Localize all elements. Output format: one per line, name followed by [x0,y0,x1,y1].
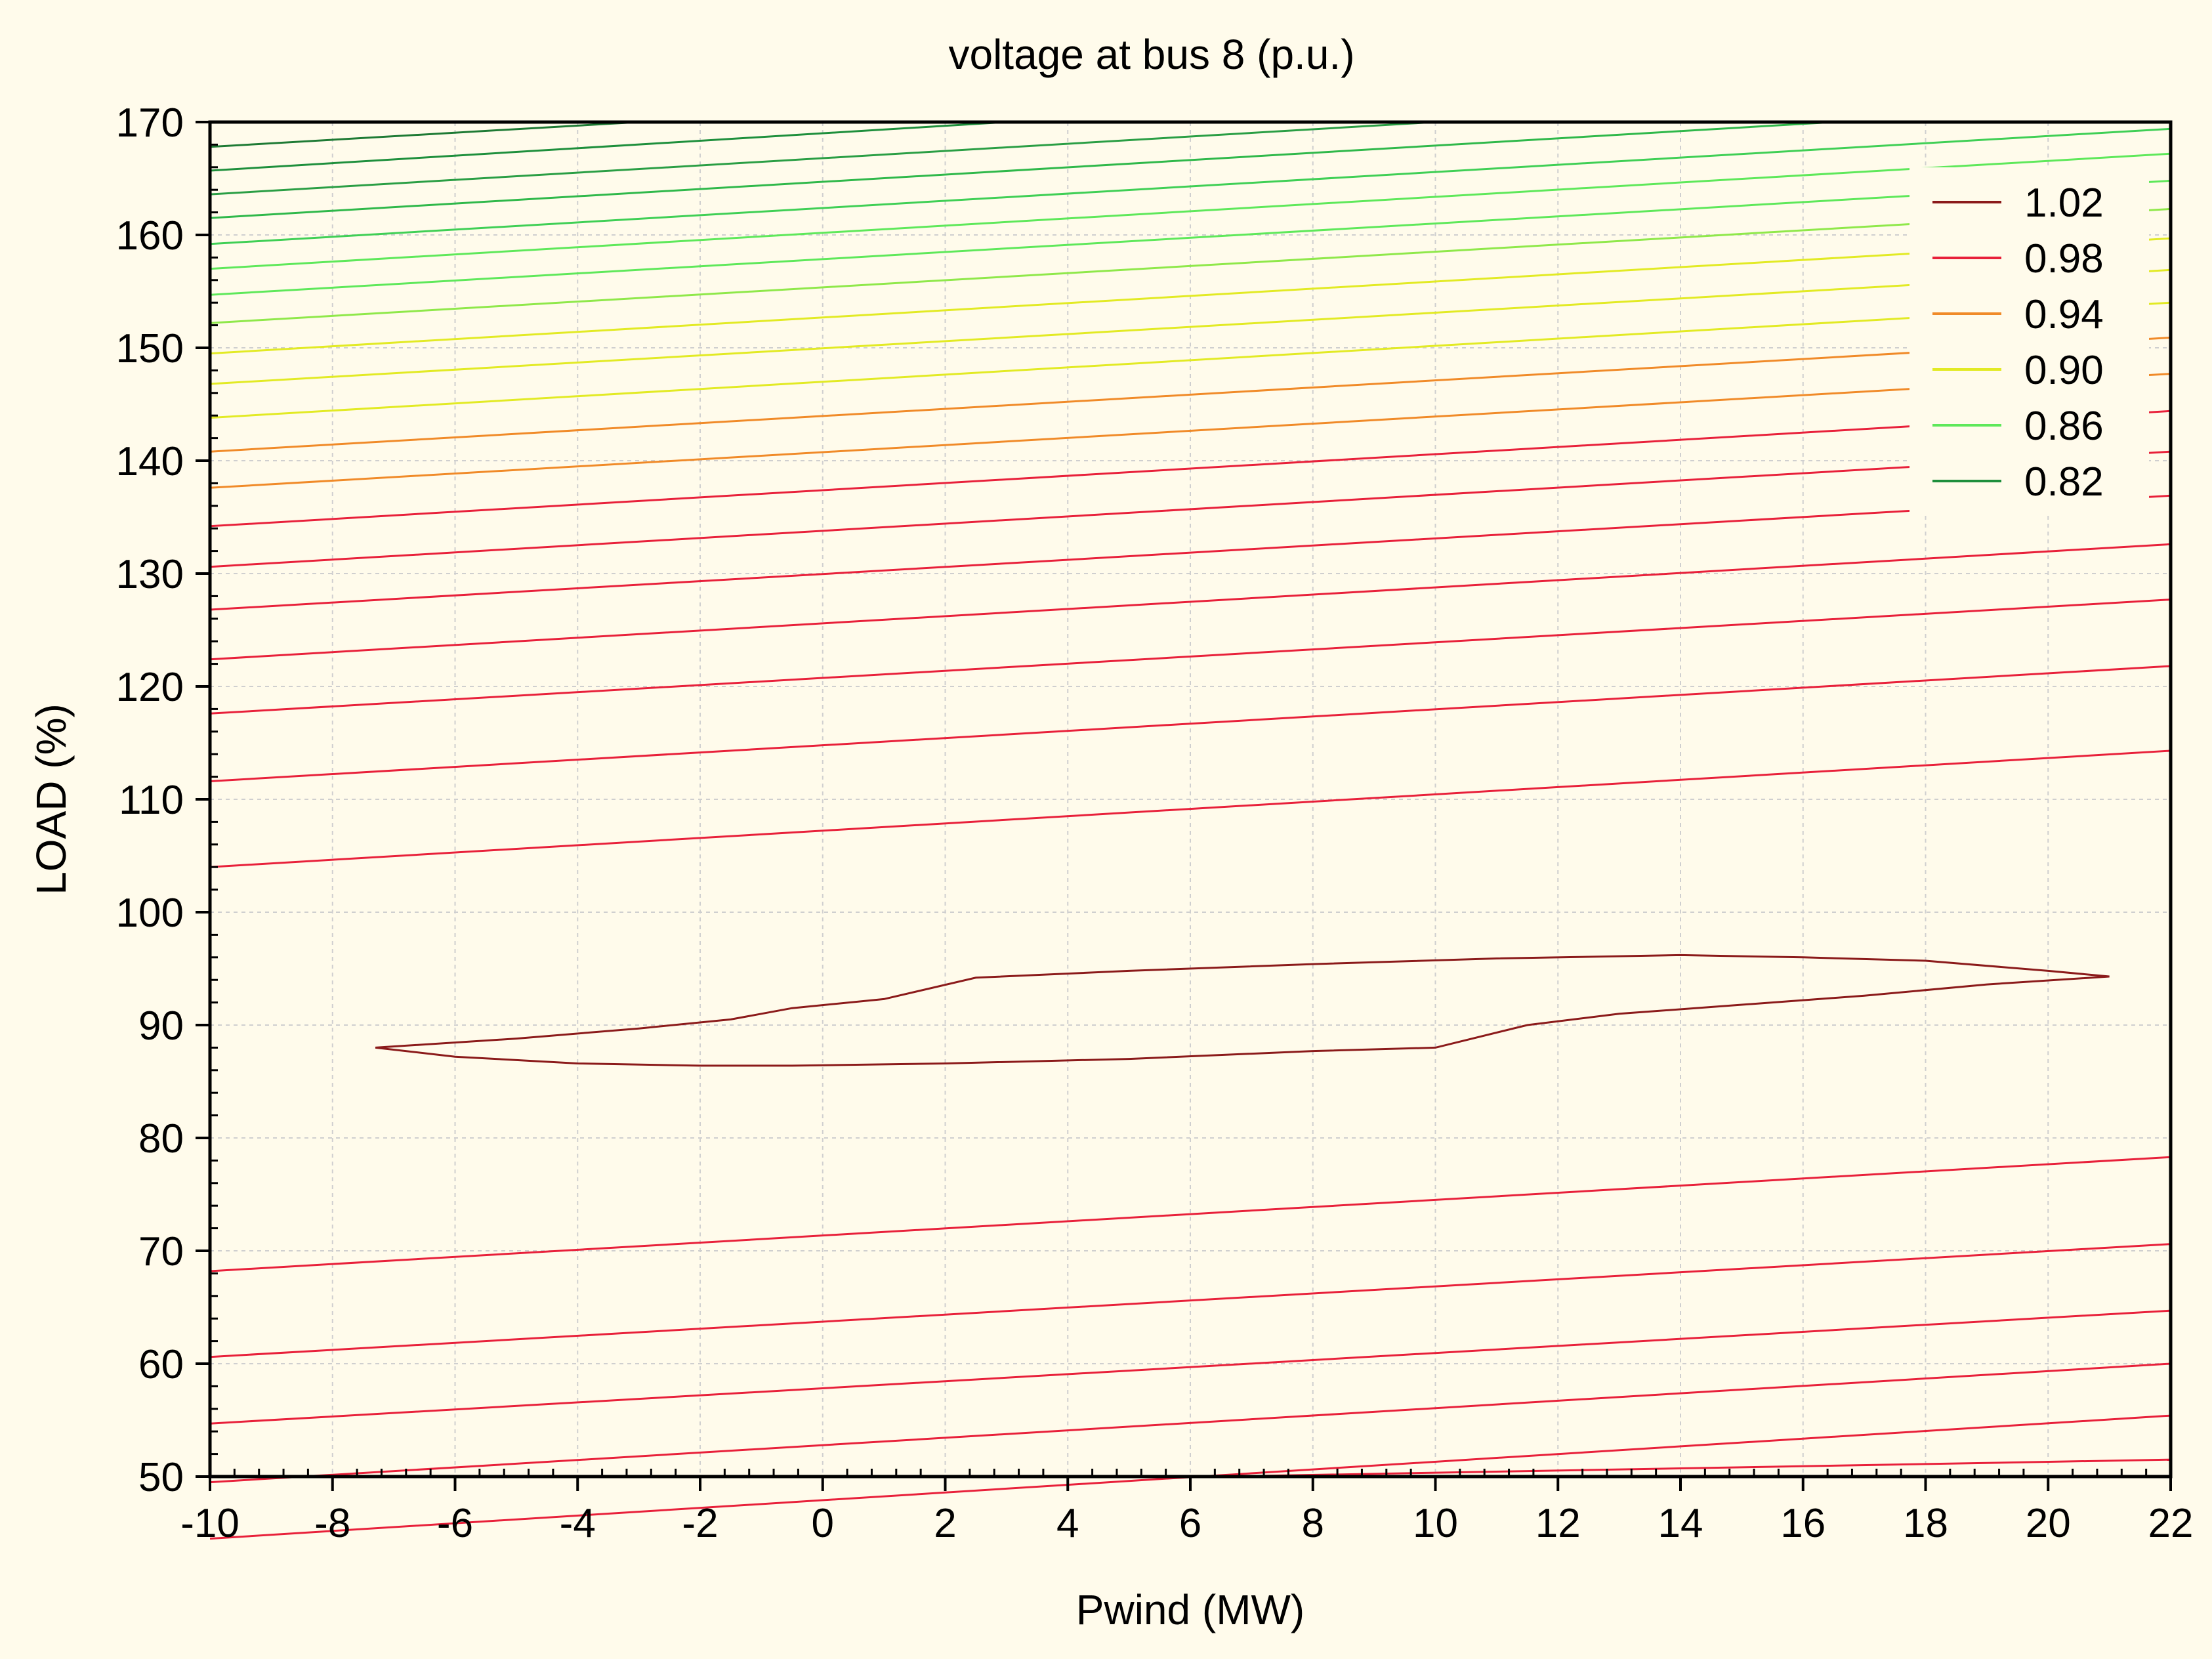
contour-line [209,268,2171,385]
y-axis-label: LOAD (%) [28,704,75,895]
x-tick-label: -2 [682,1501,718,1546]
contour-line [209,127,2171,245]
contour-line [1221,1458,2171,1478]
legend-label: 0.82 [2024,459,2104,505]
x-tick-label: 0 [812,1501,834,1546]
contour-line [209,152,2171,270]
contour-line [209,121,1436,196]
x-axis-label: Pwind (MW) [1076,1586,1304,1633]
contour-line [209,410,2171,528]
contour-line [209,494,2171,611]
contour-line [209,749,2171,868]
y-tick-label: 150 [116,326,184,371]
x-tick-label: 8 [1302,1501,1324,1546]
y-tick-label: 110 [119,778,184,823]
y-tick-label: 160 [116,213,184,259]
contour-line [209,121,1834,219]
chart-title: voltage at bus 8 (p.u.) [948,31,1354,78]
x-tick-label: 16 [1780,1501,1826,1546]
x-tick-label: 20 [2026,1501,2071,1546]
y-tick-label: 80 [138,1116,184,1162]
x-tick-label: 2 [934,1501,956,1546]
y-tick-label: 120 [116,665,184,710]
contour-line [209,450,2171,568]
y-tick-label: 170 [116,100,184,146]
y-tick-label: 60 [138,1342,184,1387]
contour-line [209,598,2171,715]
x-tick-label: 12 [1535,1501,1581,1546]
x-tick-label: -6 [437,1501,473,1546]
y-tick-label: 90 [138,1003,184,1049]
contour-line [375,954,2110,1067]
contour-line [209,543,2171,661]
contour-line [209,121,1007,172]
contour-line [209,665,2171,782]
contour-line [209,121,639,148]
contour-line [209,301,2171,419]
contour-line [209,337,2171,453]
legend-label: 0.86 [2024,404,2104,449]
legend-label: 0.90 [2024,348,2104,393]
y-tick-label: 70 [138,1229,184,1274]
contour-line [209,1156,2171,1272]
contour-line [209,237,2171,355]
contour-line [209,1309,2171,1425]
x-tick-label: 4 [1056,1501,1079,1546]
y-tick-label: 100 [116,891,184,936]
contour-lines [209,121,2171,1540]
x-tick-label: -10 [180,1501,240,1546]
x-tick-label: 10 [1413,1501,1458,1546]
legend-box [1909,167,2149,515]
y-tick-label: 130 [116,552,184,597]
contour-line [209,1243,2171,1358]
legend-label: 1.02 [2024,180,2104,226]
legend-label: 0.94 [2024,292,2104,337]
x-tick-label: 18 [1903,1501,1948,1546]
x-tick-label: 6 [1179,1501,1201,1546]
contour-line [209,179,2171,296]
x-tick-label: 22 [2148,1501,2194,1546]
y-tick-label: 140 [116,439,184,484]
x-tick-label: -4 [560,1501,596,1546]
contour-line [209,373,2171,489]
x-tick-label: 14 [1658,1501,1703,1546]
x-tick-label: -8 [314,1501,350,1546]
legend-label: 0.98 [2024,236,2104,282]
contour-line [209,207,2171,324]
axis-ticks: -10 -8 -6 -4 -2 0 2 4 6 8 10 12 14 16 18 20 22 170 160 150 1… [116,100,2194,1546]
contour-line [209,1362,2171,1484]
grid-lines [209,121,2171,1477]
legend: 1.02 0.98 0.94 0.90 0.86 0.82 [1909,167,2149,515]
y-tick-label: 50 [138,1455,184,1500]
